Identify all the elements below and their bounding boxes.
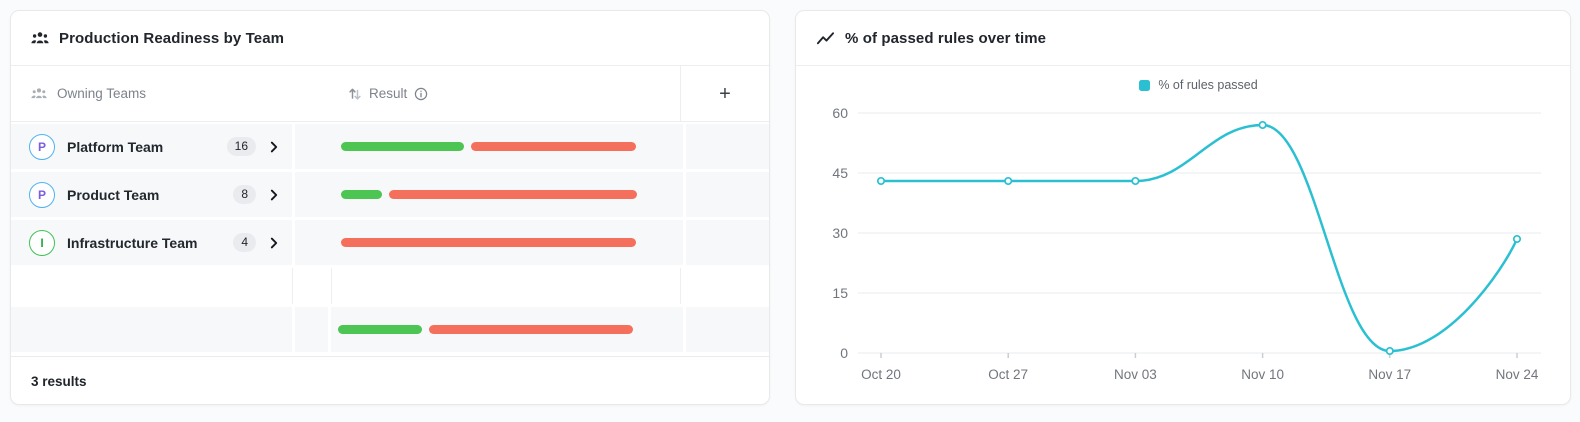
rule-count-badge: 4 [233, 233, 256, 252]
data-point [1512, 234, 1522, 244]
results-count: 3 results [31, 373, 87, 389]
team-name: Product Team [67, 186, 160, 203]
result-cell [292, 124, 683, 169]
failed-bar [471, 142, 636, 151]
chevron-right-icon[interactable] [270, 237, 278, 249]
y-axis-tick-label: 15 [832, 285, 848, 301]
rule-count-badge: 16 [226, 137, 256, 156]
x-axis-tick-label: Nov 17 [1368, 367, 1411, 382]
legend-swatch [1139, 79, 1151, 91]
failed-bar [341, 238, 636, 247]
data-point [1385, 346, 1394, 356]
passed-rules-chart-card: % of passed rules over time % of rules p… [795, 10, 1571, 405]
sort-icon[interactable] [348, 86, 362, 102]
summary-row [11, 307, 769, 352]
chart-body: % of rules passed 0 15 30 45 60 Oct 20 Oct 27 N… [796, 66, 1570, 404]
team-cell: I Infrastructure Team 4 [11, 220, 292, 265]
line-chart-svg: 0 15 30 45 60 Oct 20 Oct 27 Nov 03 Nov 10 Nov 17 N… [832, 105, 1541, 382]
chart-card-header: % of passed rules over time [796, 11, 1570, 66]
passed-bar [338, 325, 423, 334]
column-divider [292, 268, 293, 304]
summary-extra-cell [683, 307, 769, 352]
legend-label: % of rules passed [1158, 78, 1258, 92]
table-footer: 3 results [11, 356, 769, 404]
column-divider [680, 268, 681, 304]
table-row[interactable]: P Product Team 8 [11, 172, 769, 217]
failed-bar [389, 190, 638, 199]
summary-result-cell [328, 307, 683, 352]
result-bars [341, 238, 636, 247]
owning-teams-column-header[interactable]: Owning Teams [11, 86, 292, 101]
result-bars [341, 190, 638, 199]
chart-card-title: % of passed rules over time [845, 29, 1047, 47]
result-column-label: Result [369, 86, 408, 101]
data-point [1131, 176, 1140, 186]
production-readiness-card: Production Readiness by Team Owning Team… [10, 10, 770, 405]
table-row[interactable]: P Platform Team 16 [11, 124, 769, 169]
series-line [879, 123, 1519, 353]
team-icon [31, 31, 49, 45]
summary-bars [338, 325, 633, 334]
trend-line-icon [816, 30, 835, 46]
team-cell: P Product Team 8 [11, 172, 292, 217]
add-column-cell: + [680, 66, 769, 121]
extra-cell [683, 220, 769, 265]
y-axis-tick-label: 45 [832, 165, 848, 181]
team-cell: P Platform Team 16 [11, 124, 292, 169]
owning-teams-column-label: Owning Teams [57, 86, 147, 101]
extra-cell [683, 124, 769, 169]
passed-bar [341, 142, 464, 151]
x-axis-tick-label: Oct 20 [861, 367, 901, 382]
table-card-header: Production Readiness by Team [11, 11, 769, 66]
summary-empty-cell [11, 307, 292, 352]
rule-count-badge: 8 [233, 185, 256, 204]
extra-cell [683, 172, 769, 217]
table-header-row: Owning Teams Result + [11, 66, 769, 122]
result-column-header[interactable]: Result [292, 86, 680, 102]
add-column-button[interactable]: + [719, 82, 731, 105]
team-icon [31, 87, 47, 100]
column-divider [331, 268, 332, 304]
table-body: P Platform Team 16 P Product Team 8 [11, 122, 769, 352]
data-point [1258, 120, 1267, 130]
team-name: Infrastructure Team [67, 234, 198, 251]
x-axis-tick-label: Nov 24 [1496, 367, 1539, 382]
result-bars [341, 142, 636, 151]
info-icon[interactable] [414, 87, 428, 101]
chevron-right-icon[interactable] [270, 141, 278, 153]
chevron-right-icon[interactable] [270, 189, 278, 201]
x-axis-tick-label: Oct 27 [988, 367, 1028, 382]
passed-bar [341, 190, 383, 199]
team-name: Platform Team [67, 138, 164, 155]
y-axis-tick-label: 0 [840, 345, 848, 361]
empty-row [11, 268, 769, 304]
table-row[interactable]: I Infrastructure Team 4 [11, 220, 769, 265]
y-axis-tick-label: 30 [832, 225, 848, 241]
result-cell [292, 172, 683, 217]
avatar: P [29, 181, 55, 208]
summary-spacer-cell [292, 307, 328, 352]
result-cell [292, 220, 683, 265]
table-card-title: Production Readiness by Team [59, 29, 285, 47]
y-axis-tick-label: 60 [832, 105, 848, 121]
failed-bar [429, 325, 633, 334]
x-axis-tick-label: Nov 10 [1241, 367, 1284, 382]
legend-item[interactable]: % of rules passed [858, 78, 1539, 92]
data-point [1004, 176, 1013, 186]
avatar: I [29, 229, 55, 256]
avatar: P [29, 133, 55, 160]
data-point [876, 176, 886, 186]
x-axis-tick-label: Nov 03 [1114, 367, 1157, 382]
